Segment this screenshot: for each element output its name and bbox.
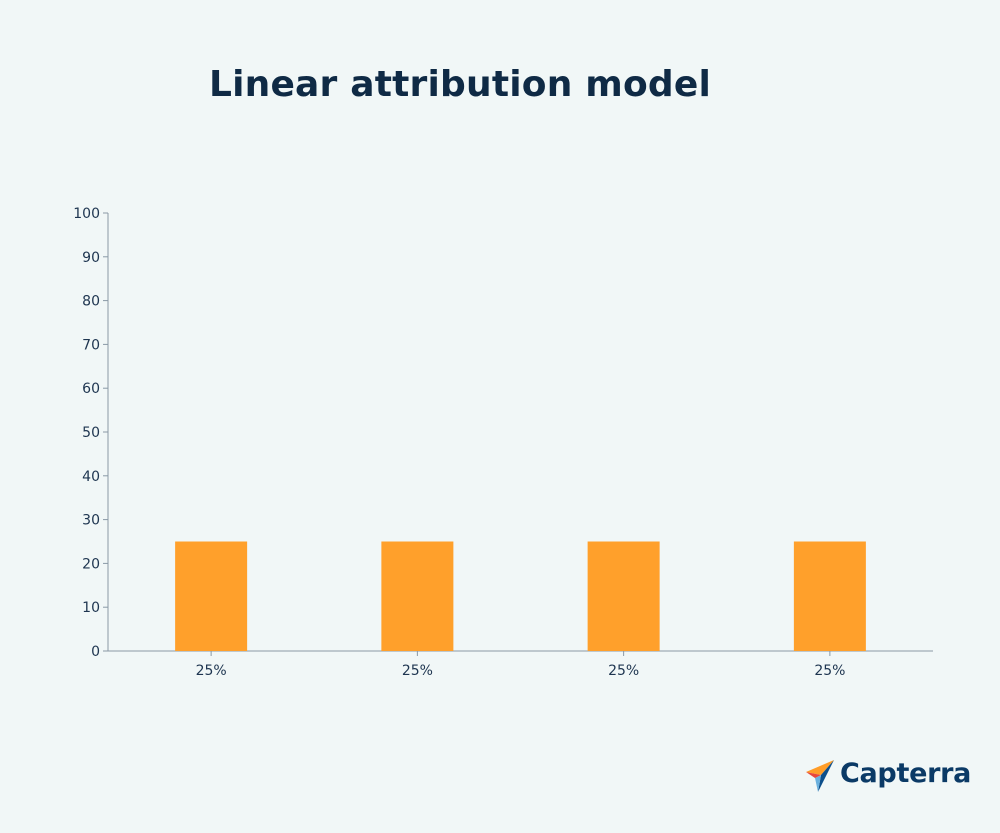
y-tick-label: 0 (91, 644, 100, 660)
x-tick-label: 25% (196, 663, 227, 679)
x-tick-label: 25% (608, 663, 639, 679)
capterra-arrow-icon (806, 760, 834, 792)
y-tick-label: 10 (82, 600, 100, 616)
x-tick-label: 25% (402, 663, 433, 679)
y-tick-label: 80 (82, 294, 100, 310)
y-tick-label: 50 (82, 425, 100, 441)
y-tick-label: 90 (82, 250, 100, 266)
y-tick-label: 60 (82, 381, 100, 397)
capterra-logo: Capterra (804, 756, 971, 796)
x-tick-labels: 25% 25% 25% 25% (196, 663, 846, 679)
bar (381, 541, 454, 651)
y-tick-labels: 0 10 20 30 40 50 60 70 80 90 100 (73, 206, 100, 660)
capterra-wordmark: Capterra (840, 758, 972, 789)
y-tick-label: 70 (82, 337, 100, 353)
bars-group (175, 541, 866, 651)
x-tick-label: 25% (814, 663, 845, 679)
chart-title: Linear attribution model (208, 64, 712, 105)
bar (175, 541, 248, 651)
y-tick-label: 100 (73, 206, 100, 222)
y-tick-label: 20 (82, 556, 100, 572)
y-tick-label: 40 (82, 469, 100, 485)
y-tick-label: 30 (82, 513, 100, 529)
bar (587, 541, 660, 651)
bar (793, 541, 866, 651)
